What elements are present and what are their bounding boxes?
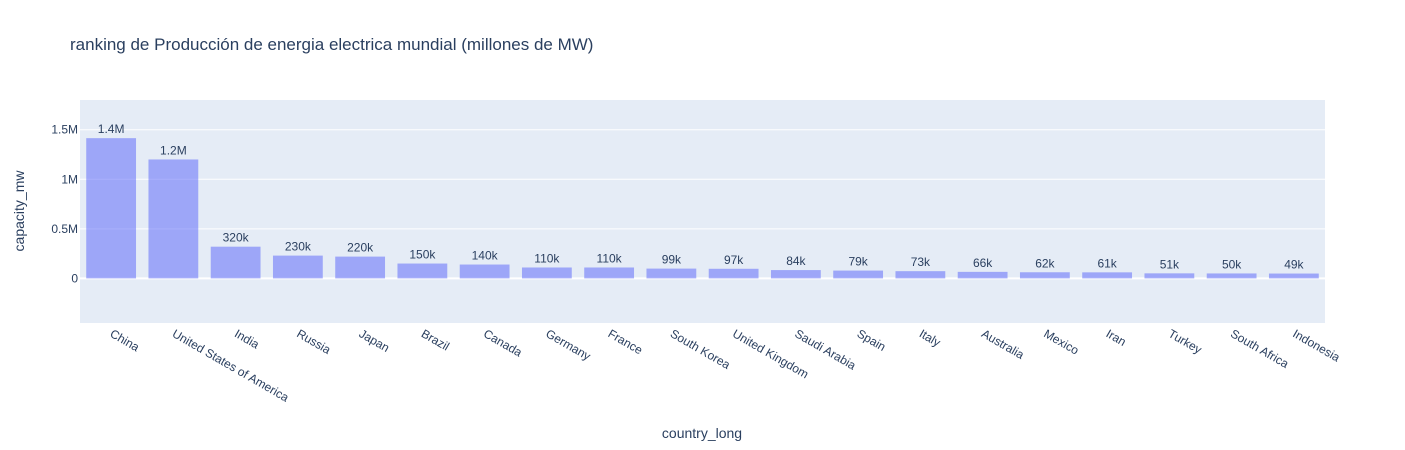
- bar[interactable]: [148, 159, 199, 279]
- data-label: 51k: [1160, 257, 1180, 271]
- x-tick-label: Japan: [357, 326, 392, 354]
- y-tick-label: 0.5M: [51, 222, 78, 236]
- x-tick-label: Iran: [1104, 326, 1129, 348]
- data-label: 79k: [848, 255, 868, 269]
- bar[interactable]: [833, 270, 884, 279]
- data-label: 220k: [347, 241, 374, 255]
- x-tick-label: Turkey: [1166, 326, 1204, 356]
- x-tick-label: China: [108, 326, 142, 354]
- data-label: 150k: [409, 248, 436, 262]
- x-tick-label: Canada: [481, 326, 525, 359]
- data-label: 73k: [911, 255, 931, 269]
- bar[interactable]: [1206, 273, 1257, 279]
- y-tick-label: 1M: [61, 172, 78, 186]
- x-tick-label: Australia: [979, 326, 1027, 362]
- data-label: 230k: [285, 240, 312, 254]
- data-label: 1.4M: [98, 122, 125, 136]
- bar[interactable]: [1019, 272, 1070, 279]
- bar[interactable]: [895, 271, 946, 279]
- x-tick-label: Indonesia: [1290, 326, 1342, 364]
- bar[interactable]: [708, 268, 759, 279]
- x-tick-label: South Africa: [1228, 326, 1291, 371]
- x-tick-label: France: [606, 326, 646, 357]
- data-labels: 1.4M 1.2M 320k 230k 220k 150k 140k 110k 110k 99k 9…: [98, 122, 1305, 271]
- x-tick-label: Brazil: [419, 326, 452, 353]
- data-label: 84k: [786, 254, 806, 268]
- data-label: 50k: [1222, 257, 1242, 271]
- x-axis-title: country_long: [662, 425, 742, 441]
- plot-background: [80, 100, 1325, 323]
- bar[interactable]: [459, 264, 510, 279]
- data-label: 140k: [472, 249, 499, 263]
- x-tick-label: Spain: [855, 326, 889, 353]
- y-tick-label: 1.5M: [51, 123, 78, 137]
- chart-title: ranking de Producción de energia electri…: [70, 35, 593, 54]
- bar[interactable]: [584, 267, 635, 279]
- bar[interactable]: [957, 271, 1008, 279]
- bar[interactable]: [646, 268, 697, 279]
- x-tick-label: South Korea: [668, 326, 733, 372]
- data-label: 62k: [1035, 256, 1055, 270]
- data-label: 99k: [662, 253, 682, 267]
- bar[interactable]: [272, 255, 323, 279]
- bar[interactable]: [1268, 273, 1319, 279]
- data-label: 66k: [973, 256, 993, 270]
- data-label: 320k: [223, 231, 250, 245]
- bars: [86, 138, 1319, 279]
- data-label: 61k: [1097, 256, 1117, 270]
- data-label: 1.2M: [160, 143, 187, 157]
- y-axis-title: capacity_mw: [11, 170, 27, 252]
- bar[interactable]: [397, 263, 448, 279]
- x-tick-label: Germany: [543, 326, 593, 363]
- data-label: 97k: [724, 253, 744, 267]
- x-tick-label: India: [232, 326, 262, 351]
- bar[interactable]: [1144, 273, 1195, 279]
- x-tick-label: Mexico: [1041, 326, 1081, 357]
- y-tick-label: 0: [71, 271, 78, 285]
- x-tick-label: United States of America: [170, 326, 292, 404]
- data-label: 49k: [1284, 258, 1304, 272]
- bar[interactable]: [86, 138, 137, 279]
- bar[interactable]: [770, 270, 821, 279]
- data-label: 110k: [534, 251, 560, 265]
- y-axis-ticks: 0 0.5M 1M 1.5M: [51, 123, 78, 286]
- bar[interactable]: [521, 267, 572, 279]
- bar[interactable]: [335, 256, 386, 279]
- data-label: 110k: [597, 251, 623, 265]
- bar[interactable]: [210, 246, 261, 279]
- x-tick-label: Russia: [294, 326, 333, 357]
- bar[interactable]: [1082, 272, 1133, 279]
- x-tick-label: Italy: [917, 326, 943, 349]
